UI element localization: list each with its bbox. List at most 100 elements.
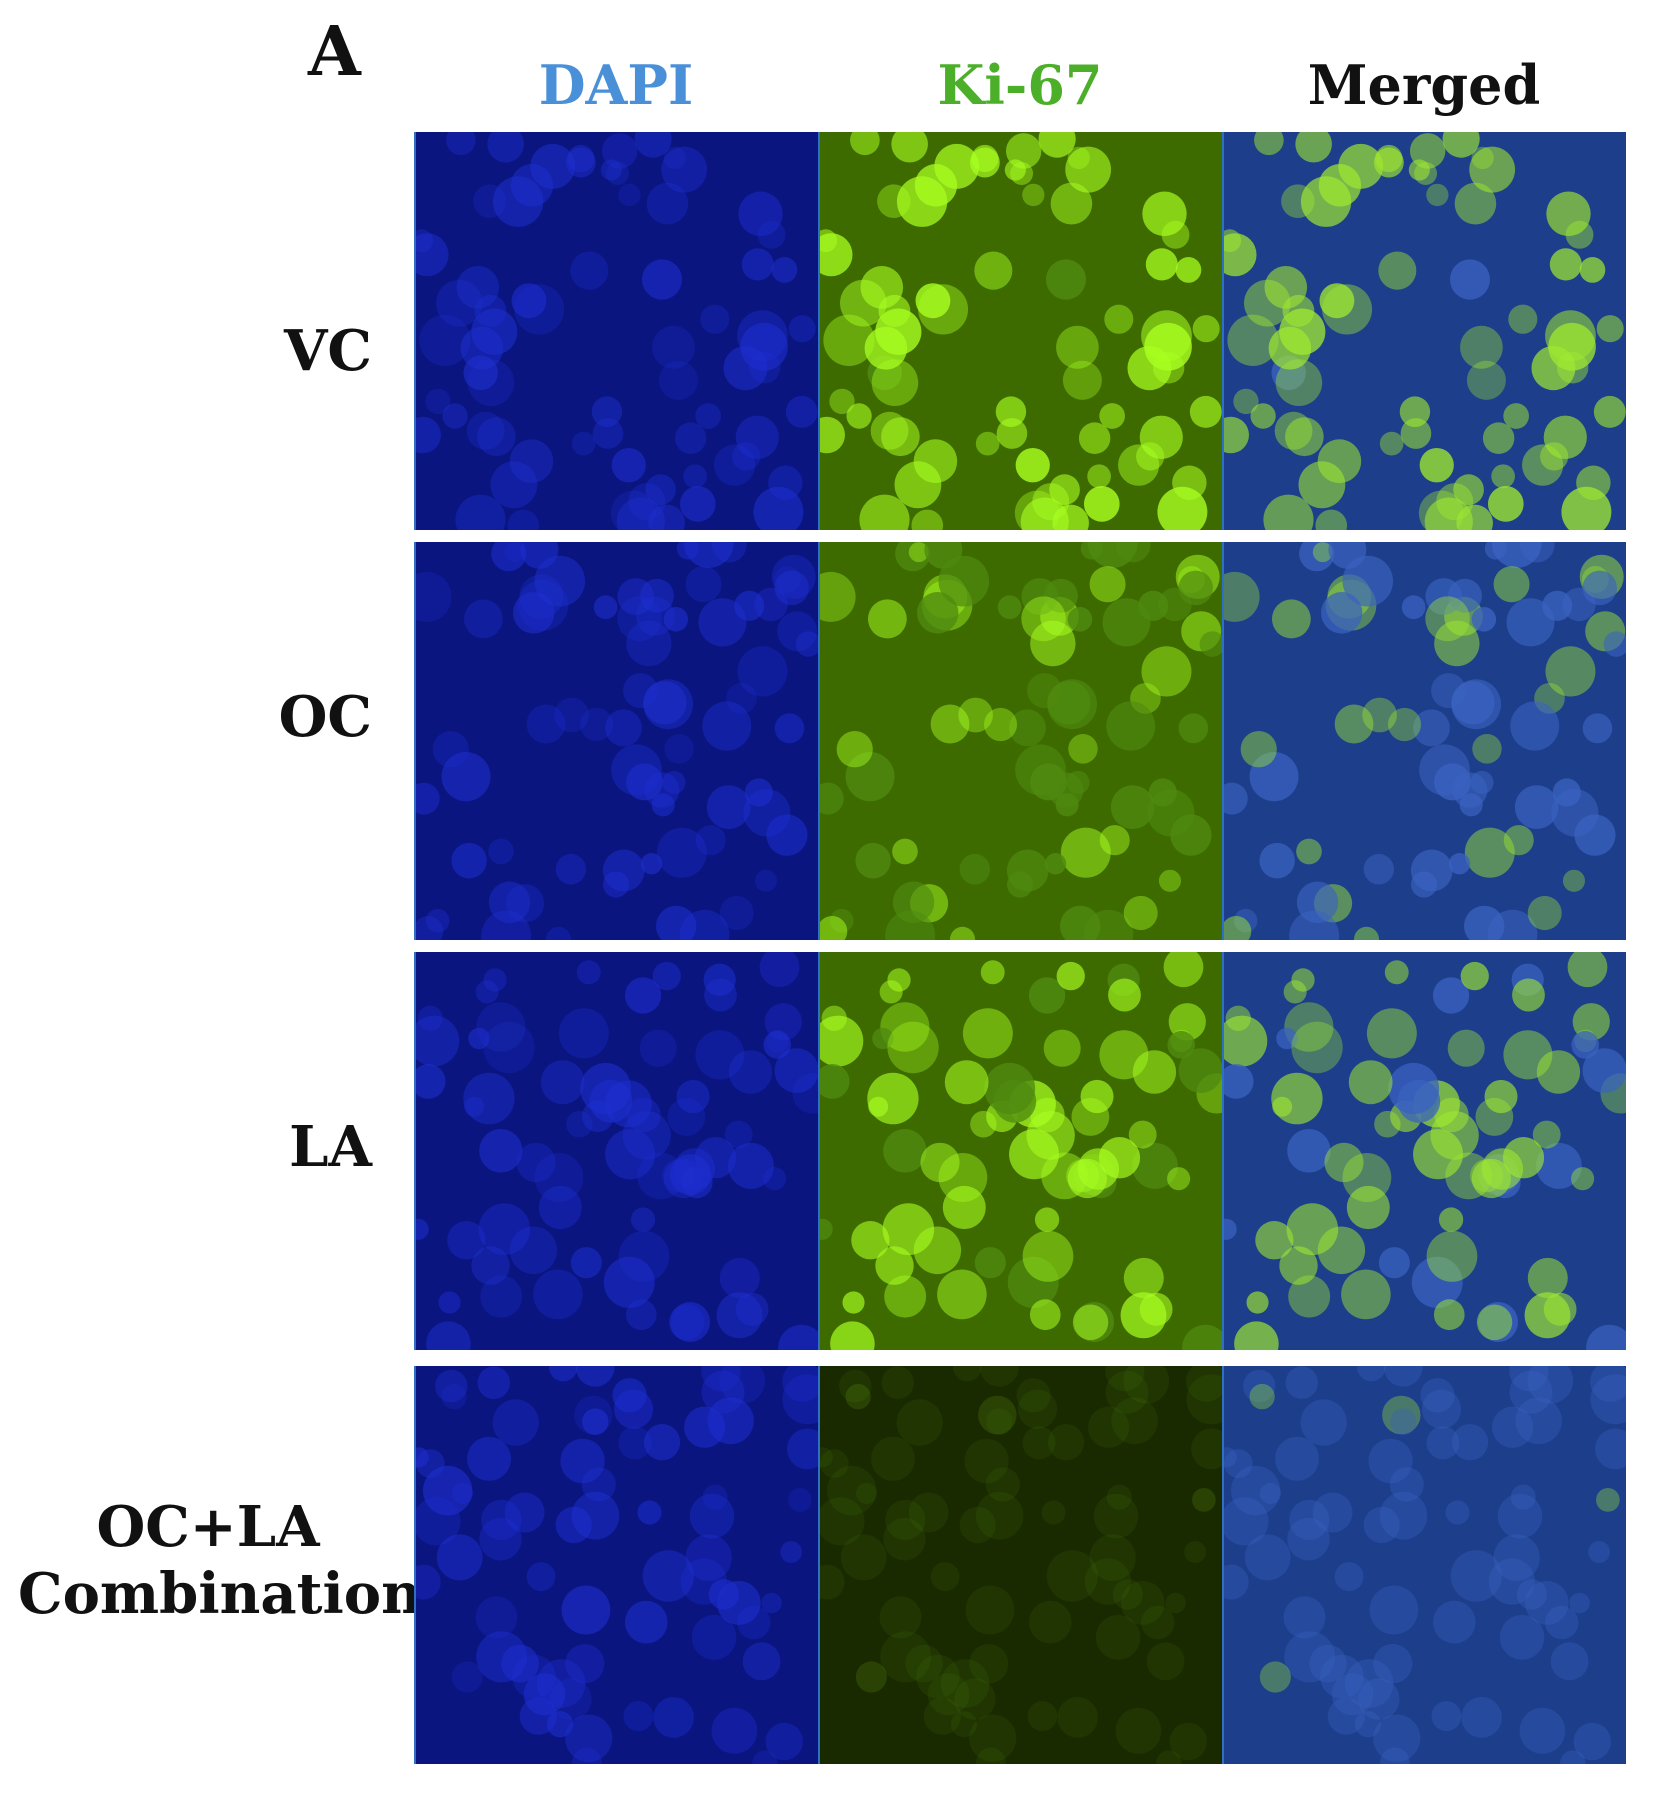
cell-nucleus bbox=[683, 464, 707, 489]
cell-nucleus bbox=[1005, 133, 1042, 169]
cell-nucleus bbox=[555, 1506, 592, 1544]
cell-nucleus bbox=[1389, 1467, 1424, 1502]
cell-nucleus bbox=[1471, 607, 1497, 632]
cell-nucleus bbox=[683, 542, 734, 568]
cell-nucleus bbox=[491, 542, 527, 572]
column-header-merged: Merged bbox=[1307, 53, 1541, 117]
cell-nucleus bbox=[626, 763, 663, 801]
cell-nucleus bbox=[1139, 415, 1183, 459]
cell-nucleus bbox=[860, 266, 904, 309]
cell-nucleus bbox=[1449, 259, 1490, 300]
cell-nucleus bbox=[759, 952, 800, 988]
cell-nucleus bbox=[930, 1562, 960, 1592]
cell-nucleus bbox=[1291, 968, 1315, 992]
cell-nucleus bbox=[1383, 1366, 1423, 1387]
cell-nucleus bbox=[1191, 1428, 1222, 1470]
row-label-oc: OC bbox=[278, 684, 372, 750]
cell-nucleus bbox=[616, 497, 665, 530]
cell-nucleus bbox=[1400, 418, 1432, 449]
cell-nucleus bbox=[845, 752, 895, 802]
image-row-vc bbox=[414, 132, 1626, 530]
cell-nucleus bbox=[471, 1246, 510, 1285]
cell-nucleus bbox=[1009, 709, 1046, 747]
cell-nucleus bbox=[476, 1631, 528, 1683]
cell-nucleus bbox=[1233, 908, 1258, 933]
cell-nucleus bbox=[1461, 1697, 1502, 1738]
cell-nucleus bbox=[1057, 1697, 1098, 1738]
cell-nucleus bbox=[1573, 1722, 1611, 1761]
cell-nucleus bbox=[513, 592, 555, 634]
row-label-la: LA bbox=[289, 1114, 372, 1180]
cell-nucleus bbox=[1034, 1207, 1060, 1232]
cell-nucleus bbox=[534, 555, 586, 607]
cell-nucleus bbox=[1284, 1631, 1336, 1683]
cell-nucleus bbox=[1141, 646, 1192, 697]
row-label-combination-line1: OC+LA bbox=[96, 1494, 320, 1560]
cell-nucleus bbox=[887, 1021, 939, 1074]
cell-nucleus bbox=[523, 1673, 566, 1716]
cell-nucleus bbox=[1442, 132, 1480, 158]
cell-nucleus bbox=[1056, 325, 1099, 369]
cell-nucleus bbox=[1445, 1500, 1470, 1525]
cell-nucleus bbox=[438, 1291, 461, 1314]
cell-nucleus bbox=[1175, 257, 1202, 283]
cell-nucleus bbox=[1167, 1030, 1196, 1059]
cell-nucleus bbox=[1531, 346, 1576, 391]
cell-nucleus bbox=[1380, 1747, 1410, 1764]
cell-nucleus bbox=[1027, 1701, 1058, 1732]
cell-nucleus bbox=[698, 598, 747, 647]
cell-nucleus bbox=[761, 1592, 782, 1614]
cell-nucleus bbox=[1334, 704, 1374, 744]
row-label-combination-line2: Combination bbox=[18, 1561, 422, 1628]
cell-nucleus bbox=[1556, 351, 1589, 384]
cell-nucleus bbox=[788, 315, 816, 343]
cell-nucleus bbox=[668, 1304, 705, 1341]
cell-nucleus bbox=[820, 782, 844, 815]
cell-nucleus bbox=[656, 905, 697, 940]
cell-nucleus bbox=[451, 1661, 483, 1693]
cell-nucleus bbox=[1519, 1707, 1566, 1754]
cell-nucleus bbox=[829, 388, 855, 415]
cell-nucleus bbox=[1464, 905, 1505, 940]
cell-nucleus bbox=[1527, 1257, 1568, 1299]
cell-nucleus bbox=[820, 1015, 864, 1067]
cell-nucleus bbox=[1295, 132, 1332, 163]
cell-nucleus bbox=[425, 388, 451, 415]
cell-nucleus bbox=[879, 1596, 922, 1639]
cell-nucleus bbox=[656, 827, 707, 878]
cell-nucleus bbox=[1044, 853, 1067, 875]
cell-nucleus bbox=[1224, 571, 1260, 622]
cell-nucleus bbox=[505, 884, 545, 923]
cell-nucleus bbox=[1259, 1482, 1282, 1505]
cell-nucleus bbox=[1243, 1369, 1276, 1403]
cell-nucleus bbox=[778, 1324, 818, 1350]
cell-nucleus bbox=[695, 1030, 745, 1080]
cell-nucleus bbox=[1016, 1378, 1051, 1413]
cell-nucleus bbox=[477, 1366, 511, 1399]
cell-nucleus bbox=[820, 1564, 845, 1600]
cell-nucleus bbox=[1543, 415, 1587, 459]
cell-nucleus bbox=[983, 707, 1018, 742]
cell-nucleus bbox=[663, 607, 689, 632]
cell-nucleus bbox=[782, 1366, 818, 1402]
cell-nucleus bbox=[969, 1714, 1017, 1762]
cell-nucleus bbox=[436, 279, 483, 327]
cell-nucleus bbox=[526, 704, 566, 744]
cell-nucleus bbox=[1413, 709, 1450, 747]
cell-nucleus bbox=[416, 1064, 446, 1099]
cell-nucleus bbox=[820, 1064, 850, 1099]
cell-nucleus bbox=[481, 1499, 522, 1541]
cell-nucleus bbox=[1046, 1550, 1099, 1602]
cell-nucleus bbox=[707, 1397, 754, 1445]
cell-nucleus bbox=[510, 164, 554, 207]
cell-nucleus bbox=[550, 1678, 592, 1720]
cell-nucleus bbox=[823, 314, 875, 366]
cell-nucleus bbox=[1225, 1005, 1251, 1031]
cell-nucleus bbox=[1050, 182, 1093, 225]
cell-nucleus bbox=[579, 707, 614, 742]
merged-image-combination bbox=[1222, 1366, 1626, 1764]
cell-nucleus bbox=[478, 1203, 531, 1256]
cell-nucleus bbox=[416, 1218, 429, 1240]
cell-nucleus bbox=[1111, 1397, 1158, 1445]
cell-nucleus bbox=[763, 1030, 792, 1059]
